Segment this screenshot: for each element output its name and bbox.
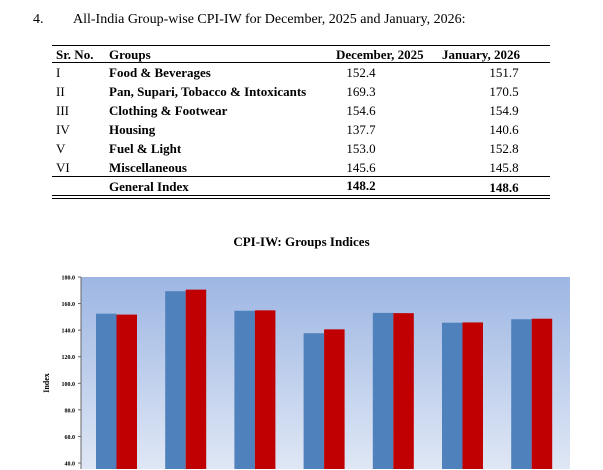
total-group: General Index xyxy=(109,179,189,194)
bar-january xyxy=(462,322,483,469)
bottom-rule-2 xyxy=(52,198,550,199)
bar-december xyxy=(372,312,394,469)
section-heading: All-India Group-wise CPI-IW for December… xyxy=(73,12,466,27)
row-group: Miscellaneous xyxy=(109,160,187,175)
row-december: 152.4 xyxy=(346,65,376,80)
row-sr: V xyxy=(56,141,66,156)
row-sr: III xyxy=(56,103,69,118)
bar-january xyxy=(393,313,414,469)
column-header-january: January, 2026 xyxy=(442,47,521,62)
row-group: Fuel & Light xyxy=(109,141,182,156)
header-rule xyxy=(52,62,550,63)
column-header-december: December, 2025 xyxy=(336,47,424,62)
row-december: 169.3 xyxy=(346,84,376,99)
row-january: 140.6 xyxy=(489,122,519,137)
y-tick-label: 100.0 xyxy=(62,382,76,388)
row-group: Housing xyxy=(109,122,156,137)
table-top-rule xyxy=(52,45,550,46)
row-sr: IV xyxy=(56,122,70,137)
bar-december xyxy=(511,319,532,469)
row-sr: II xyxy=(56,84,65,99)
section-number: 4. xyxy=(33,12,44,27)
row-january: 152.8 xyxy=(489,141,519,156)
row-december: 154.6 xyxy=(346,103,376,118)
column-header-sr: Sr. No. xyxy=(56,47,94,62)
y-tick-label: 140.0 xyxy=(62,329,76,335)
row-december: 153.0 xyxy=(346,141,376,156)
row-december: 145.6 xyxy=(346,160,376,175)
row-december: 137.7 xyxy=(346,122,376,137)
bar-december xyxy=(303,333,325,469)
bottom-rule-1 xyxy=(52,195,550,196)
row-january: 170.5 xyxy=(489,84,519,99)
row-group: Food & Beverages xyxy=(109,65,211,80)
row-sr: I xyxy=(56,65,61,80)
y-tick-label: 180.0 xyxy=(62,276,76,282)
bar-december xyxy=(96,313,117,469)
row-group: Clothing & Footwear xyxy=(109,103,228,118)
bar-january xyxy=(185,289,207,469)
total-january: 148.6 xyxy=(489,180,519,195)
column-header-groups: Groups xyxy=(109,47,151,62)
y-tick-label: 120.0 xyxy=(62,355,76,361)
bar-january xyxy=(254,310,276,469)
y-tick-label: 80.0 xyxy=(65,408,76,414)
bar-january xyxy=(324,329,345,469)
y-tick-label: 40.0 xyxy=(65,462,76,468)
row-sr: VI xyxy=(56,160,70,175)
y-tick-label: 60.0 xyxy=(65,435,76,441)
bar-december xyxy=(165,291,186,469)
bar-january xyxy=(116,314,137,469)
bar-december xyxy=(442,322,463,469)
row-january: 151.7 xyxy=(489,65,519,80)
bar-january xyxy=(531,318,553,469)
chart-title: CPI-IW: Groups Indices xyxy=(233,234,370,249)
total-rule xyxy=(52,176,550,177)
y-axis-label: Index xyxy=(42,373,51,393)
row-january: 145.8 xyxy=(489,160,519,175)
bar-december xyxy=(234,310,255,469)
y-tick-label: 160.0 xyxy=(62,302,76,308)
total-december: 148.2 xyxy=(346,178,376,193)
row-january: 154.9 xyxy=(489,103,519,118)
row-group: Pan, Supari, Tobacco & Intoxicants xyxy=(109,84,307,99)
